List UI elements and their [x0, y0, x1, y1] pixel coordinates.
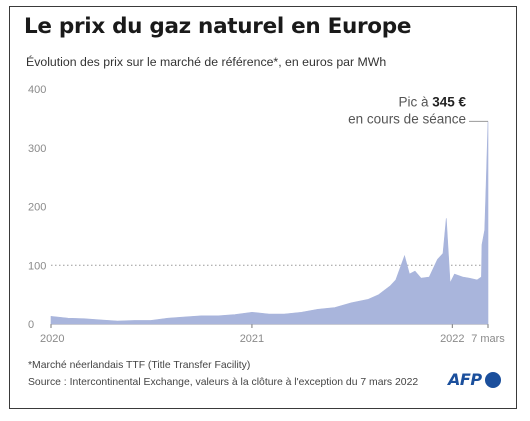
series-area-0 — [50, 121, 489, 325]
chart-title: Le prix du gaz naturel en Europe — [24, 14, 412, 39]
annotation-layer: Pic à 345 € en cours de séance — [348, 94, 488, 126]
y-tick-label: 0 — [28, 319, 34, 331]
afp-logo-dot — [484, 371, 501, 388]
source-line: Source : Intercontinental Exchange, vale… — [28, 377, 419, 388]
axis-layer: 0 100 200 300 400 2020 2021 2022 7 mars — [28, 84, 505, 345]
afp-logo-text: AFP — [448, 370, 482, 389]
afp-logo: AFP — [448, 370, 501, 389]
footnote: *Marché néerlandais TTF (Title Transfer … — [28, 360, 251, 371]
annotation-prefix: Pic à — [398, 94, 432, 109]
x-tick-label: 2022 — [440, 333, 464, 345]
annotation-line-1: Pic à 345 € — [398, 94, 466, 109]
x-tick-label: 2020 — [40, 333, 64, 345]
y-tick-label: 400 — [28, 84, 46, 96]
figure-frame — [9, 6, 517, 409]
x-tick-label: 2021 — [240, 333, 264, 345]
y-tick-label: 200 — [28, 202, 46, 214]
x-tick-label: 7 mars — [471, 333, 505, 345]
y-tick-label: 300 — [28, 143, 46, 155]
plot-layer — [50, 121, 489, 325]
annotation-value: 345 € — [432, 94, 466, 109]
y-tick-label: 100 — [28, 260, 46, 272]
annotation-line-2: en cours de séance — [348, 111, 466, 126]
chart-subtitle: Évolution des prix sur le marché de réfé… — [26, 55, 387, 69]
